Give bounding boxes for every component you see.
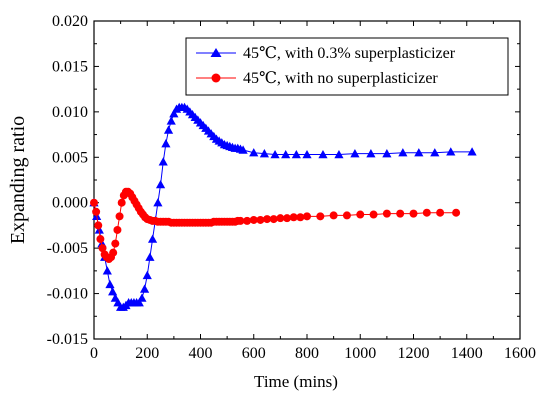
legend-label-series-1: 45℃, with 0.3% superplasticizer — [243, 45, 456, 62]
data-point — [270, 149, 280, 159]
data-point — [302, 149, 312, 159]
data-point — [269, 215, 278, 224]
data-point — [436, 208, 445, 217]
data-point — [243, 216, 252, 225]
data-point — [350, 149, 360, 158]
x-tick-label: 1600 — [504, 345, 536, 362]
data-point — [111, 239, 120, 248]
y-axis-title: Expanding ratio — [7, 116, 29, 244]
x-axis-title: Time (mins) — [254, 372, 338, 391]
series-layer — [89, 102, 477, 311]
x-axis: 0 200 400 600 800 1000 1200 1400 1600 — [90, 21, 536, 362]
data-point — [263, 215, 272, 224]
data-point — [452, 208, 461, 217]
y-tick-label: -0.015 — [47, 331, 88, 348]
data-point — [102, 266, 112, 275]
data-point — [329, 211, 338, 220]
data-point — [342, 211, 351, 220]
legend-label-series-2: 45℃, with no superplasticizer — [243, 70, 438, 87]
data-point — [283, 214, 292, 223]
x-tick-label: 1000 — [344, 345, 376, 362]
y-tick-label: 0.015 — [52, 58, 88, 75]
data-point — [142, 270, 152, 280]
x-tick-label: 1400 — [451, 345, 483, 362]
data-point — [276, 214, 285, 223]
x-tick-label: 1200 — [398, 345, 430, 362]
data-point — [369, 210, 378, 219]
data-point — [316, 212, 325, 221]
series-2 — [90, 187, 461, 264]
data-point — [467, 147, 477, 156]
data-point — [169, 109, 179, 118]
data-point — [409, 209, 418, 218]
legend-marker-circle-icon — [211, 73, 221, 83]
data-point — [139, 284, 150, 293]
data-point — [236, 216, 245, 225]
data-point — [396, 209, 405, 218]
data-point — [109, 248, 118, 257]
series-1 — [89, 102, 477, 311]
data-point — [137, 293, 147, 302]
data-point — [446, 147, 456, 156]
data-point — [318, 149, 328, 159]
data-point — [155, 179, 166, 189]
data-point — [153, 198, 163, 207]
data-point — [96, 235, 105, 244]
legend: 45℃, with 0.3% superplasticizer 45℃, wit… — [185, 37, 509, 96]
y-tick-label: 0.005 — [52, 149, 88, 166]
data-point — [430, 148, 440, 157]
data-point — [398, 148, 408, 157]
data-point — [249, 148, 259, 157]
x-tick-label: 800 — [295, 345, 319, 362]
data-point — [105, 279, 115, 289]
data-point — [249, 215, 258, 224]
data-point — [158, 157, 168, 166]
data-point — [113, 225, 122, 234]
legend-box — [185, 37, 509, 96]
data-point — [281, 149, 291, 159]
x-tick-label: 200 — [135, 345, 159, 362]
data-point — [366, 149, 376, 158]
data-point — [414, 148, 424, 157]
data-point — [134, 298, 144, 307]
data-point — [92, 207, 101, 216]
data-point — [382, 149, 392, 158]
data-point — [145, 252, 155, 261]
data-point — [90, 198, 98, 207]
data-point — [303, 212, 311, 221]
series-2-line — [93, 191, 457, 260]
data-point — [161, 139, 171, 148]
data-point — [117, 198, 126, 207]
data-point — [238, 145, 248, 154]
data-point — [98, 244, 107, 253]
y-tick-label: -0.010 — [47, 286, 88, 303]
legend-marker-triangle-icon — [210, 48, 222, 57]
data-point — [334, 149, 344, 159]
data-point — [166, 116, 176, 125]
data-point — [163, 125, 174, 134]
data-point — [289, 213, 298, 222]
data-point — [108, 287, 118, 296]
data-point — [259, 149, 269, 158]
y-axis: -0.015 -0.010 -0.005 0.000 0.005 0.010 0.015 0.… — [47, 13, 520, 348]
data-point — [291, 149, 301, 159]
data-point — [94, 221, 103, 230]
y-tick-label: 0.020 — [52, 13, 88, 30]
y-tick-label: 0.010 — [52, 104, 88, 121]
data-point — [256, 215, 265, 224]
x-tick-label: 0 — [90, 345, 98, 362]
data-point — [115, 212, 124, 221]
data-point — [296, 213, 305, 222]
data-point — [422, 208, 431, 217]
y-tick-label: 0.000 — [52, 195, 88, 212]
data-point — [356, 210, 365, 219]
x-tick-label: 400 — [189, 345, 213, 362]
x-tick-label: 600 — [242, 345, 266, 362]
data-point — [382, 209, 391, 218]
data-point — [147, 234, 158, 243]
y-tick-label: -0.005 — [47, 240, 88, 257]
